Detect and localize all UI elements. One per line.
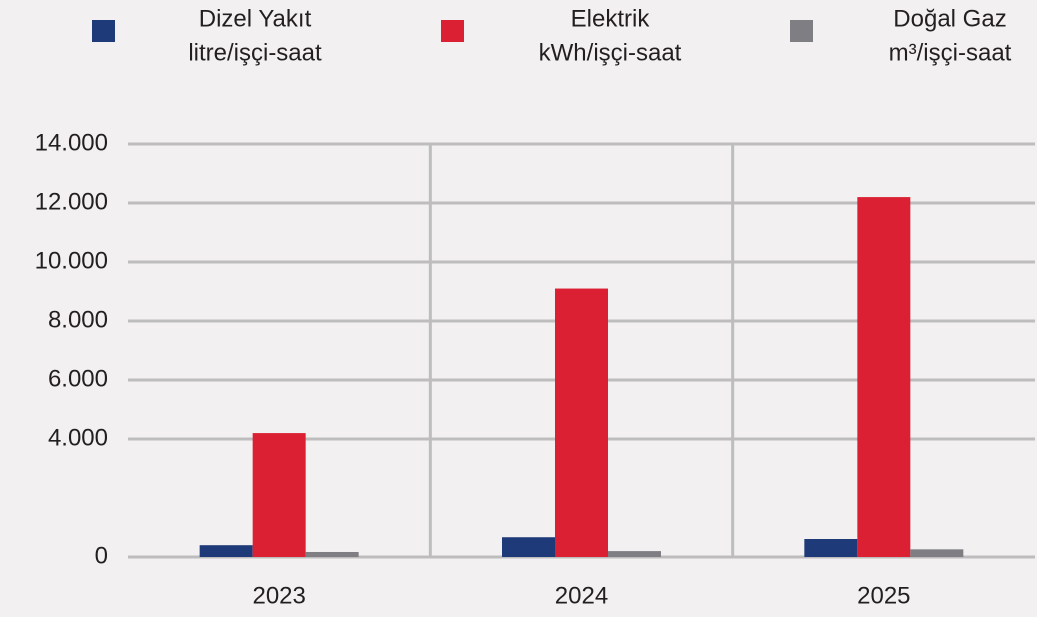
legend-label: Doğal Gaz bbox=[893, 5, 1006, 32]
x-tick-label: 2023 bbox=[252, 582, 305, 609]
bar bbox=[305, 551, 359, 557]
legend-label: Dizel Yakıt bbox=[199, 5, 312, 32]
bar bbox=[199, 545, 253, 557]
y-tick-label: 12.000 bbox=[35, 188, 108, 215]
legend-swatch bbox=[92, 20, 115, 42]
legend-swatch bbox=[441, 20, 464, 42]
x-tick-label: 2025 bbox=[857, 582, 910, 609]
bar bbox=[252, 433, 306, 557]
y-tick-label: 8.000 bbox=[48, 306, 108, 333]
bar bbox=[555, 288, 608, 557]
bar bbox=[857, 197, 911, 557]
bar bbox=[804, 539, 858, 557]
bar bbox=[502, 537, 555, 557]
y-tick-label: 0 bbox=[95, 542, 108, 569]
x-tick-label: 2024 bbox=[555, 582, 608, 609]
y-tick-label: 6.000 bbox=[48, 365, 108, 392]
legend-unit: m³/işçi-saat bbox=[889, 39, 1012, 66]
bar bbox=[608, 551, 661, 557]
y-tick-label: 14.000 bbox=[35, 129, 108, 156]
legend-unit: litre/işçi-saat bbox=[188, 39, 322, 66]
legend-label: Elektrik bbox=[571, 5, 651, 32]
y-tick-label: 10.000 bbox=[35, 247, 108, 274]
legend-unit: kWh/işçi-saat bbox=[539, 39, 682, 66]
bar bbox=[910, 549, 964, 557]
legend-swatch bbox=[790, 20, 813, 42]
y-tick-label: 4.000 bbox=[48, 424, 108, 451]
